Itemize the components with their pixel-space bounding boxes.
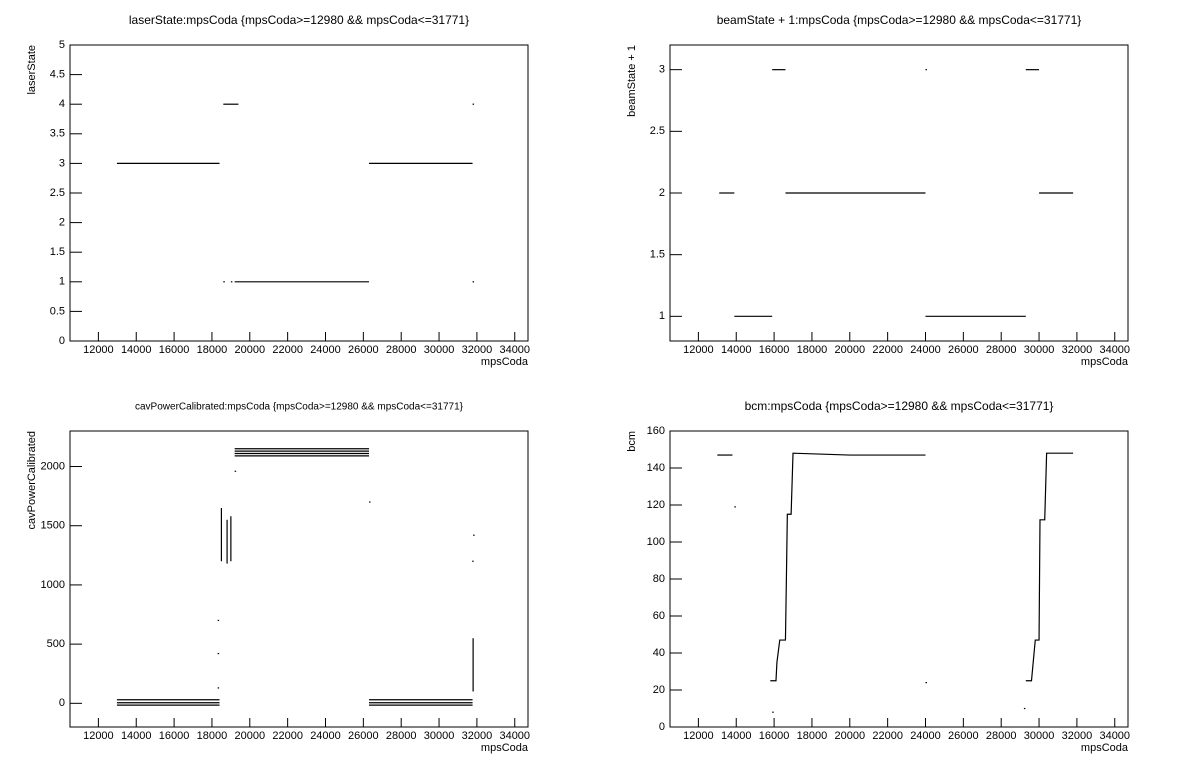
x-tick-label: 22000	[272, 730, 303, 742]
x-tick-label: 30000	[1024, 344, 1055, 356]
x-tick-label: 20000	[234, 730, 265, 742]
y-tick-label: 3	[659, 64, 665, 76]
x-tick-label: 18000	[197, 344, 228, 356]
x-tick-label: 26000	[348, 344, 379, 356]
x-tick-label: 28000	[386, 344, 417, 356]
y-tick-label: 500	[47, 638, 65, 650]
y-tick-label: 3	[59, 157, 65, 169]
x-tick-label: 24000	[910, 730, 941, 742]
y-tick-label: 4	[59, 98, 65, 110]
x-tick-label: 18000	[797, 730, 828, 742]
chart-title: beamState + 1:mpsCoda {mpsCoda>=12980 &&…	[717, 13, 1082, 27]
x-tick-label: 30000	[424, 730, 455, 742]
x-tick-label: 16000	[759, 730, 790, 742]
data-line	[1025, 452, 1074, 682]
x-tick-label: 20000	[834, 344, 865, 356]
x-tick-label: 14000	[721, 730, 752, 742]
y-tick-label: 0	[59, 335, 65, 347]
x-tick-label: 14000	[721, 344, 752, 356]
x-tick-label: 22000	[872, 344, 903, 356]
y-tick-label: 60	[653, 610, 665, 622]
x-tick-label: 24000	[910, 344, 941, 356]
y-tick-label: 100	[647, 536, 665, 548]
y-axis-label: bcm	[626, 431, 638, 452]
x-tick-label: 28000	[986, 730, 1017, 742]
x-tick-label: 16000	[159, 344, 190, 356]
x-tick-label: 18000	[197, 730, 228, 742]
x-axis-label: mpsCoda	[1081, 356, 1129, 368]
y-tick-label: 2.5	[650, 125, 665, 137]
x-tick-label: 12000	[683, 344, 714, 356]
x-axis-label: mpsCoda	[1081, 742, 1129, 754]
x-tick-label: 16000	[759, 344, 790, 356]
chart-title: bcm:mpsCoda {mpsCoda>=12980 && mpsCoda<=…	[745, 399, 1054, 413]
y-tick-label: 1.5	[650, 249, 665, 261]
y-tick-label: 1500	[41, 520, 65, 532]
x-tick-label: 16000	[159, 730, 190, 742]
y-tick-label: 5	[59, 39, 65, 51]
y-tick-label: 2	[59, 217, 65, 229]
x-tick-label: 26000	[948, 730, 979, 742]
x-tick-label: 32000	[462, 730, 493, 742]
x-tick-label: 12000	[83, 344, 114, 356]
x-tick-label: 34000	[1099, 344, 1130, 356]
x-tick-label: 26000	[348, 730, 379, 742]
y-axis-label: beamState + 1	[626, 45, 638, 117]
x-tick-label: 12000	[83, 730, 114, 742]
y-tick-label: 4.5	[50, 69, 65, 81]
y-tick-label: 1.5	[50, 246, 65, 258]
x-tick-label: 22000	[872, 730, 903, 742]
chart-title: cavPowerCalibrated:mpsCoda {mpsCoda>=129…	[135, 402, 464, 413]
y-tick-label: 2000	[41, 460, 65, 472]
y-tick-label: 40	[653, 647, 665, 659]
x-tick-label: 26000	[948, 344, 979, 356]
y-tick-label: 1	[659, 310, 665, 322]
x-tick-label: 28000	[386, 730, 417, 742]
x-tick-label: 18000	[797, 344, 828, 356]
x-tick-label: 24000	[310, 344, 341, 356]
plot-frame	[69, 44, 529, 342]
y-tick-label: 0	[659, 721, 665, 733]
y-tick-label: 0.5	[50, 305, 65, 317]
x-tick-label: 14000	[121, 344, 152, 356]
y-tick-label: 80	[653, 573, 665, 585]
y-tick-label: 140	[647, 462, 665, 474]
x-tick-label: 32000	[1062, 344, 1093, 356]
x-tick-label: 34000	[499, 344, 530, 356]
y-tick-label: 1	[59, 276, 65, 288]
y-tick-label: 160	[647, 425, 665, 437]
x-tick-label: 12000	[683, 730, 714, 742]
y-tick-label: 3.5	[50, 128, 65, 140]
x-axis-label: mpsCoda	[481, 742, 529, 754]
y-tick-label: 120	[647, 499, 665, 511]
chart-title: laserState:mpsCoda {mpsCoda>=12980 && mp…	[129, 13, 469, 27]
x-tick-label: 30000	[424, 344, 455, 356]
plot-frame	[69, 430, 529, 728]
x-tick-label: 34000	[1099, 730, 1130, 742]
y-axis-label: cavPowerCalibrated	[26, 431, 38, 529]
x-tick-label: 20000	[234, 344, 265, 356]
y-tick-label: 2	[659, 187, 665, 199]
x-tick-label: 14000	[121, 730, 152, 742]
x-tick-label: 34000	[499, 730, 530, 742]
y-tick-label: 20	[653, 684, 665, 696]
data-line	[770, 452, 926, 682]
y-tick-label: 1000	[41, 579, 65, 591]
x-tick-label: 32000	[462, 344, 493, 356]
x-tick-label: 24000	[310, 730, 341, 742]
y-tick-label: 2.5	[50, 187, 65, 199]
x-axis-label: mpsCoda	[481, 356, 529, 368]
y-axis-label: laserState	[26, 45, 38, 95]
x-tick-label: 28000	[986, 344, 1017, 356]
y-tick-label: 0	[59, 697, 65, 709]
plot-frame	[669, 430, 1129, 728]
x-tick-label: 20000	[834, 730, 865, 742]
x-tick-label: 32000	[1062, 730, 1093, 742]
x-tick-label: 30000	[1024, 730, 1055, 742]
x-tick-label: 22000	[272, 344, 303, 356]
